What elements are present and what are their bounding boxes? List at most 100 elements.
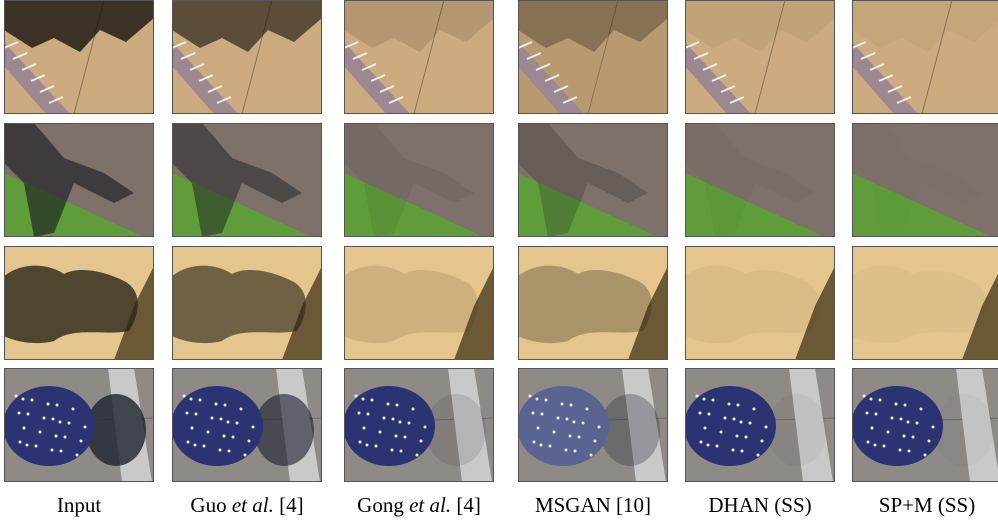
shadow [254,394,314,466]
frame [518,246,668,360]
image-cell [4,246,154,360]
dot [362,426,366,430]
image-cell [172,246,322,360]
caption: Gong et al. [4] [357,493,481,517]
image-cell [685,368,835,482]
crack [587,0,619,114]
image-cell [344,123,494,237]
dot [560,402,564,406]
tile-line [172,41,187,49]
strip [956,368,998,482]
tile-line [39,85,55,93]
dot [711,398,715,402]
dot [540,412,544,416]
dot [190,426,194,430]
tile-line [388,96,404,104]
dot [890,416,894,420]
image-cell [852,368,998,482]
dot [247,439,251,443]
dot [544,398,548,402]
dot [79,439,83,443]
dot [927,439,931,443]
shadow [426,394,486,466]
dot [239,407,243,411]
umbrella [518,386,609,466]
caption-part: [4] [274,493,304,517]
dot [34,444,38,448]
dot [899,417,903,421]
frame [172,123,322,237]
dot [703,426,707,430]
dot [223,403,227,407]
dot [911,435,915,439]
dot [38,430,42,434]
dot [707,412,711,416]
shadow [172,123,302,237]
frame [172,0,322,114]
crack [413,0,445,114]
dot [198,398,202,402]
frame [344,123,494,237]
dot [370,398,374,402]
dot [374,444,378,448]
image-cell [172,368,322,482]
dot [58,420,62,424]
dot [83,425,87,429]
dot [873,443,877,447]
dot [419,439,423,443]
dot [552,430,556,434]
umbrella [344,386,435,466]
dot [75,453,79,457]
dot [699,440,703,444]
frame [172,246,322,360]
shadow [518,265,652,344]
dot [752,407,756,411]
dot [391,417,395,421]
dot [378,430,382,434]
dot [898,448,902,452]
dot [407,421,411,425]
dot [548,444,552,448]
tile-line [4,41,19,49]
dot [403,435,407,439]
dot [565,417,569,421]
tile-line [379,85,395,93]
dot [744,435,748,439]
dot [906,420,910,424]
tile-line [198,74,214,82]
caption-part: et al. [409,493,451,517]
tile-line [553,85,569,93]
image-cell [852,246,998,360]
dot [21,397,25,401]
image-cell [344,368,494,482]
tile-line [535,63,551,71]
caption-part: MSGAN [10] [535,493,651,517]
frame [344,0,494,114]
shadow [172,265,306,344]
frame [518,0,668,114]
dot [865,411,869,415]
shadow [934,394,994,466]
caption-part: DHAN (SS) [708,493,811,517]
tile-line [526,52,542,60]
dot [67,421,71,425]
caption-part: Gong [357,493,409,517]
tile-line [344,41,359,49]
tile-line [189,63,205,71]
grass [172,173,312,237]
dot [907,449,911,453]
tile-line [878,74,894,82]
tile-line [518,41,533,49]
dot [394,434,398,438]
image-cell [4,0,154,114]
dot [760,439,764,443]
shadow [4,0,154,52]
image-cell [518,246,668,360]
dot [702,397,706,401]
dot [390,448,394,452]
dot [227,449,231,453]
tile-line [21,63,37,71]
image-cell [852,123,998,237]
dot [219,417,223,421]
